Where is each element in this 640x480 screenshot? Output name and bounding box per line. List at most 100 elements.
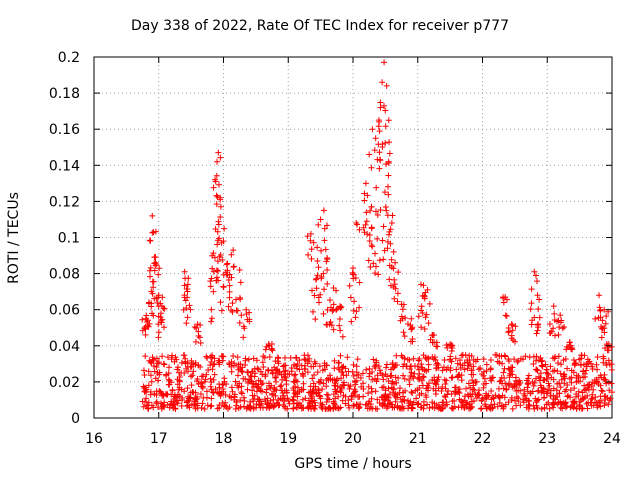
data-point [203,371,210,378]
data-point [147,359,154,366]
data-point [152,259,159,266]
data-point [379,237,386,244]
data-point [178,359,185,366]
data-point [342,393,349,400]
data-point [592,315,599,322]
data-point [356,279,363,286]
data-point [276,368,283,375]
data-point [228,307,235,314]
data-point [513,393,520,400]
data-point [336,303,343,310]
data-point [382,371,389,378]
data-point [500,299,507,306]
data-point [513,402,520,409]
data-point [420,374,427,381]
data-point [576,403,583,410]
data-point [380,102,387,109]
data-point [391,281,398,288]
data-point [183,399,190,406]
data-point [471,386,478,393]
data-point [172,405,179,412]
data-point [326,372,333,379]
data-point [159,294,166,301]
data-point [386,228,393,235]
data-point [187,389,194,396]
data-point [509,405,516,412]
data-point [421,326,428,333]
data-point [218,307,225,314]
data-point [251,392,258,399]
data-point [448,374,455,381]
data-point [201,405,208,412]
data-point [524,381,531,388]
data-point [154,360,161,367]
data-point [413,395,420,402]
data-point [143,402,150,409]
data-point [416,391,423,398]
data-point [390,389,397,396]
data-point [550,355,557,362]
data-point [150,312,157,319]
data-point [534,397,541,404]
data-point [241,403,248,410]
data-point [503,313,510,320]
data-point [253,357,260,364]
data-point [370,260,377,267]
data-point [576,401,583,408]
data-point [229,388,236,395]
data-point [360,393,367,400]
data-point [451,388,458,395]
data-point [539,357,546,364]
data-point [318,403,325,410]
data-point [422,289,429,296]
data-point [226,294,233,301]
data-point [466,357,473,364]
data-point [545,372,552,379]
data-point [554,318,561,325]
data-point [248,378,255,385]
data-point [594,366,601,373]
data-point [323,222,330,229]
data-point [217,154,224,161]
data-point [406,366,413,373]
data-point [564,393,571,400]
data-point [333,306,340,313]
data-point [374,396,381,403]
data-point [188,363,195,370]
data-point [344,354,351,361]
data-point [583,363,590,370]
data-point [215,149,222,156]
data-point [262,346,269,353]
data-point [269,402,276,409]
data-point [237,397,244,404]
data-point [390,386,397,393]
data-point [458,377,465,384]
data-point [189,372,196,379]
data-point [280,392,287,399]
data-point [492,392,499,399]
data-point [245,369,252,376]
data-point [415,366,422,373]
data-point [311,292,318,299]
data-point [425,320,432,327]
data-point [525,397,532,404]
data-point [320,310,327,317]
data-point [339,397,346,404]
data-point [383,361,390,368]
data-point [147,237,154,244]
data-point [159,353,166,360]
data-point [221,378,228,385]
data-point [553,387,560,394]
data-point [443,341,450,348]
data-point [488,387,495,394]
data-point [390,284,397,291]
data-point [290,393,297,400]
data-point [365,383,372,390]
data-point [159,390,166,397]
data-point [175,386,182,393]
data-point [320,380,327,387]
data-point [379,401,386,408]
data-point [606,387,613,394]
data-point [314,272,321,279]
data-point [272,392,279,399]
